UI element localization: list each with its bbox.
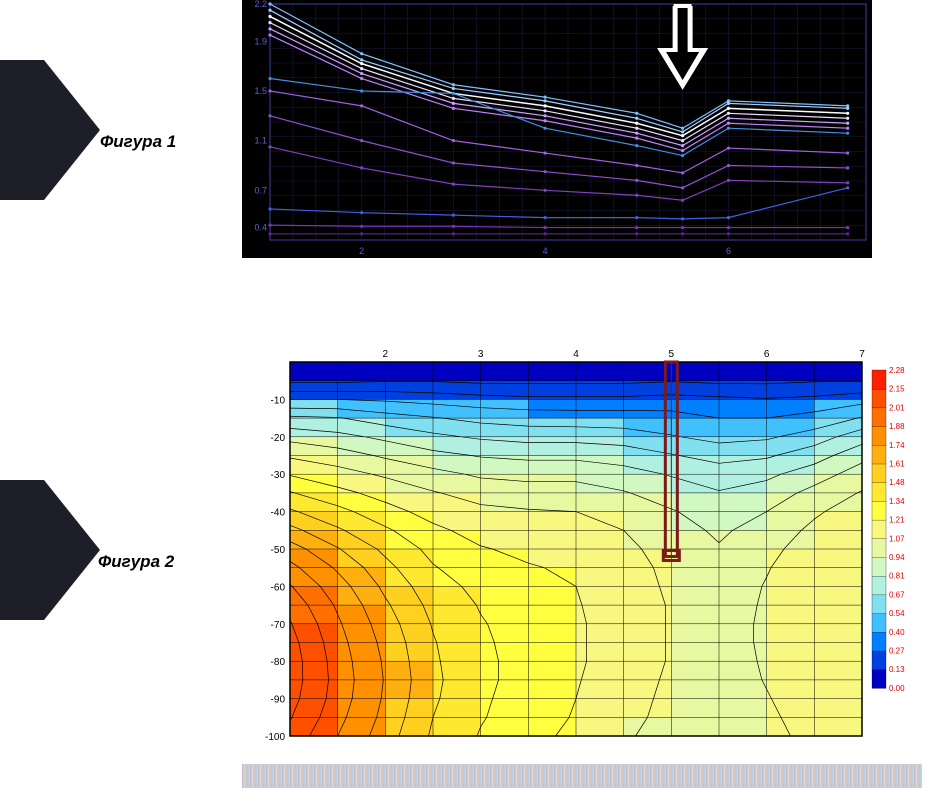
svg-text:3: 3 [478, 349, 484, 360]
svg-text:1.21: 1.21 [889, 516, 905, 525]
arrow-shape [0, 480, 100, 620]
svg-text:-100: -100 [265, 732, 285, 743]
svg-text:-20: -20 [271, 433, 286, 444]
svg-text:4: 4 [543, 246, 548, 256]
svg-text:0.00: 0.00 [889, 684, 905, 693]
svg-text:-60: -60 [271, 582, 286, 593]
arrow-shape [0, 60, 100, 200]
svg-text:2: 2 [383, 349, 389, 360]
noise-strip [242, 764, 922, 788]
svg-text:-50: -50 [271, 545, 286, 556]
svg-text:-80: -80 [271, 657, 286, 668]
svg-text:1.07: 1.07 [889, 534, 905, 543]
svg-text:2.2: 2.2 [254, 0, 267, 9]
figure2-chart: 2 3 4 5 6 7 -10 -20 -30 -40 -50 -60 -70 -80 -90 -100 0.0… [242, 344, 922, 744]
svg-text:0.40: 0.40 [889, 628, 905, 637]
figure2-arrow-marker [0, 480, 100, 620]
svg-text:7: 7 [859, 349, 865, 360]
figure1-arrow-marker [0, 60, 100, 200]
svg-text:-40: -40 [271, 508, 286, 519]
svg-text:-70: -70 [271, 620, 286, 631]
svg-text:2.15: 2.15 [889, 385, 905, 394]
svg-text:1.5: 1.5 [254, 86, 267, 96]
svg-text:0.7: 0.7 [254, 185, 267, 195]
svg-text:2.01: 2.01 [889, 403, 905, 412]
svg-text:1.74: 1.74 [889, 441, 905, 450]
svg-text:1.1: 1.1 [254, 136, 267, 146]
svg-text:1.34: 1.34 [889, 497, 905, 506]
figure1-label: Фигура 1 [100, 132, 176, 152]
svg-text:0.54: 0.54 [889, 609, 905, 618]
svg-text:2: 2 [359, 246, 364, 256]
svg-text:6: 6 [764, 349, 770, 360]
svg-text:0.13: 0.13 [889, 665, 905, 674]
svg-text:1.61: 1.61 [889, 460, 905, 469]
figure1-chart: 2 4 6 0.4 0.7 1.1 1.5 1.9 2.2 [242, 0, 872, 258]
svg-text:0.81: 0.81 [889, 572, 905, 581]
svg-text:0.94: 0.94 [889, 553, 905, 562]
figure2-label: Фигура 2 [98, 552, 174, 572]
svg-text:-10: -10 [271, 395, 286, 406]
svg-text:1.9: 1.9 [254, 36, 267, 46]
svg-text:0.67: 0.67 [889, 590, 905, 599]
svg-text:0.27: 0.27 [889, 647, 905, 656]
svg-text:2.28: 2.28 [889, 366, 905, 375]
svg-text:-30: -30 [271, 470, 286, 481]
svg-text:-90: -90 [271, 695, 286, 706]
svg-text:4: 4 [573, 349, 579, 360]
svg-text:1.48: 1.48 [889, 478, 905, 487]
svg-text:1.88: 1.88 [889, 422, 905, 431]
svg-text:0.4: 0.4 [254, 223, 267, 233]
svg-text:6: 6 [726, 246, 731, 256]
svg-text:5: 5 [669, 349, 675, 360]
